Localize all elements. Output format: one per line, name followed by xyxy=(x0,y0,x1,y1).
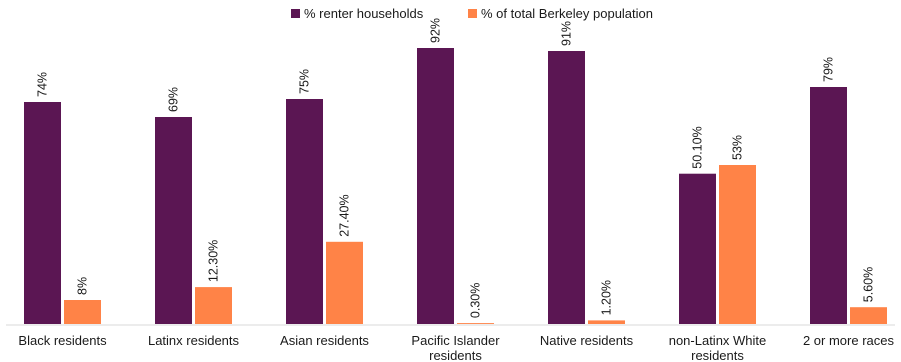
category-label-6: 2 or more races xyxy=(803,333,895,348)
data-label-population-4: 1.20% xyxy=(600,280,614,315)
legend-swatch-renter xyxy=(291,9,300,18)
bar-renter-1 xyxy=(155,117,192,324)
data-label-renter-0: 74% xyxy=(36,72,50,97)
bar-population-5 xyxy=(719,165,756,324)
data-label-renter-1: 69% xyxy=(167,87,181,112)
bar-population-0 xyxy=(64,300,101,324)
data-label-population-5: 53% xyxy=(731,135,745,160)
data-label-population-1: 12.30% xyxy=(207,240,221,282)
data-label-population-6: 5.60% xyxy=(862,267,876,302)
data-label-renter-2: 75% xyxy=(298,69,312,94)
bar-renter-3 xyxy=(417,48,454,324)
category-label-0: Black residents xyxy=(18,333,107,348)
category-label-3: Pacific Islander residents xyxy=(411,333,500,362)
data-label-renter-4: 91% xyxy=(560,21,574,46)
bar-population-4 xyxy=(588,320,625,324)
legend-label-population: % of total Berkeley population xyxy=(481,6,653,21)
category-label-5: non-Latinx White residents xyxy=(669,333,767,362)
data-label-renter-5: 50.10% xyxy=(691,126,705,168)
legend-label-renter: % renter households xyxy=(304,6,424,21)
bar-population-3 xyxy=(457,323,494,324)
category-label-2: Asian residents xyxy=(280,333,369,348)
bar-renter-4 xyxy=(548,51,585,324)
bar-renter-0 xyxy=(24,102,61,324)
data-label-population-0: 8% xyxy=(76,277,90,295)
legend-swatch-population xyxy=(468,9,477,18)
bar-population-1 xyxy=(195,287,232,324)
bar-population-2 xyxy=(326,241,363,324)
category-label-1: Latinx residents xyxy=(148,333,240,348)
data-label-population-3: 0.30% xyxy=(469,283,483,318)
legend: % renter households % of total Berkeley … xyxy=(291,6,653,21)
bar-renter-2 xyxy=(286,99,323,324)
bar-renter-5 xyxy=(679,173,716,324)
data-label-renter-3: 92% xyxy=(429,18,443,43)
category-label-4: Native residents xyxy=(540,333,634,348)
bar-renter-6 xyxy=(810,87,847,324)
data-label-population-2: 27.40% xyxy=(338,194,352,236)
data-label-renter-6: 79% xyxy=(822,57,836,82)
bar-population-6 xyxy=(850,307,887,324)
